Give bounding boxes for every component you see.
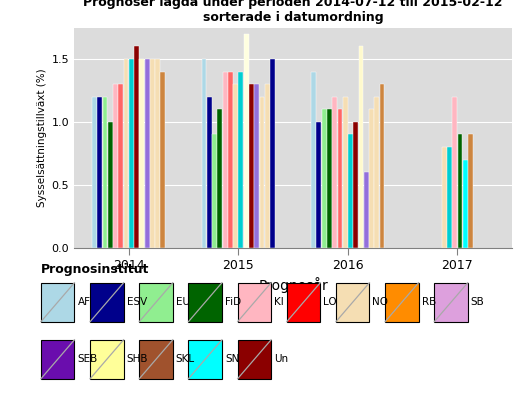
Text: SB: SB	[471, 297, 485, 307]
Bar	[359, 46, 363, 248]
Bar	[238, 340, 271, 379]
Text: ESV: ESV	[127, 297, 147, 307]
Text: NO: NO	[372, 297, 389, 307]
Bar	[139, 340, 173, 379]
Bar	[97, 97, 102, 248]
Bar	[468, 134, 473, 248]
Bar	[228, 72, 233, 248]
Y-axis label: Sysselsättningstillväxt (%): Sysselsättningstillväxt (%)	[37, 68, 48, 207]
Bar	[108, 122, 112, 248]
Bar	[287, 283, 320, 321]
X-axis label: Prognosår: Prognosår	[258, 277, 328, 292]
Bar	[218, 109, 222, 248]
Bar	[155, 59, 160, 248]
Title: Sysselsättningstillväxt 2014 till 2017, procent från föregående år
Prognoser lag: Sysselsättningstillväxt 2014 till 2017, …	[62, 0, 524, 24]
Text: FiD: FiD	[225, 297, 241, 307]
Bar	[238, 283, 271, 321]
Bar	[202, 59, 206, 248]
Bar	[145, 59, 149, 248]
Bar	[265, 84, 270, 248]
Bar	[212, 134, 217, 248]
Bar	[118, 84, 123, 248]
Text: SN: SN	[225, 354, 239, 364]
Bar	[90, 283, 124, 321]
Bar	[270, 59, 275, 248]
Bar	[254, 84, 259, 248]
Bar	[188, 340, 222, 379]
Bar	[336, 283, 370, 321]
Bar	[435, 283, 468, 321]
Bar	[139, 59, 144, 248]
Text: KI: KI	[274, 297, 284, 307]
Bar	[374, 97, 379, 248]
Text: AF: AF	[78, 297, 90, 307]
Bar	[337, 109, 342, 248]
Bar	[244, 34, 249, 248]
Bar	[90, 340, 124, 379]
Bar	[364, 172, 369, 248]
Bar	[188, 283, 222, 321]
Text: Un: Un	[274, 354, 288, 364]
Bar	[385, 283, 419, 321]
Text: SHB: SHB	[127, 354, 148, 364]
Bar	[41, 283, 74, 321]
Bar	[316, 122, 322, 248]
Bar	[442, 147, 447, 248]
Bar	[239, 72, 243, 248]
Text: RB: RB	[422, 297, 436, 307]
Bar	[41, 340, 74, 379]
Bar	[458, 134, 463, 248]
Bar	[369, 109, 374, 248]
Bar	[259, 97, 265, 248]
Bar	[311, 72, 316, 248]
Bar	[332, 97, 337, 248]
Bar	[249, 84, 254, 248]
Bar	[233, 84, 238, 248]
Bar	[92, 97, 97, 248]
Bar	[161, 72, 165, 248]
Bar	[129, 59, 134, 248]
Bar	[322, 109, 327, 248]
Bar	[113, 84, 118, 248]
Text: SKL: SKL	[176, 354, 195, 364]
Bar	[380, 84, 384, 248]
Bar	[207, 97, 212, 248]
Bar	[348, 134, 353, 248]
Bar	[353, 122, 358, 248]
Bar	[343, 97, 347, 248]
Bar	[102, 97, 108, 248]
Text: EU: EU	[176, 297, 190, 307]
Bar	[447, 147, 452, 248]
Text: Prognosinstitut: Prognosinstitut	[41, 263, 149, 276]
Text: SEB: SEB	[78, 354, 98, 364]
Bar	[134, 46, 139, 248]
Bar	[452, 97, 457, 248]
Bar	[463, 160, 468, 248]
Text: LO: LO	[323, 297, 337, 307]
Bar	[124, 59, 128, 248]
Bar	[223, 72, 228, 248]
Bar	[139, 283, 173, 321]
Bar	[327, 109, 332, 248]
Bar	[150, 59, 155, 248]
